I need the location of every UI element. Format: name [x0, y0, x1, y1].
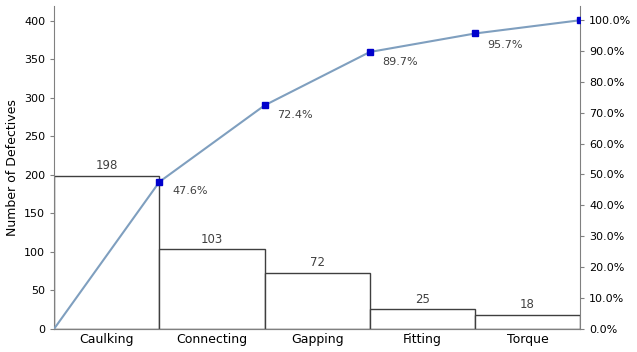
Text: 18: 18	[520, 298, 535, 311]
Bar	[475, 315, 580, 328]
Text: 89.7%: 89.7%	[382, 57, 418, 67]
Text: 95.7%: 95.7%	[487, 40, 523, 50]
Text: 72: 72	[310, 256, 325, 269]
Text: 47.6%: 47.6%	[172, 187, 208, 196]
Bar	[54, 176, 159, 328]
Text: 25: 25	[415, 293, 430, 306]
Bar	[264, 273, 370, 328]
Bar	[370, 309, 475, 328]
Text: 198: 198	[96, 159, 118, 172]
Bar	[159, 249, 264, 328]
Text: 103: 103	[201, 233, 223, 245]
Y-axis label: Number of Defectives: Number of Defectives	[6, 99, 18, 235]
Text: 72.4%: 72.4%	[277, 110, 313, 120]
